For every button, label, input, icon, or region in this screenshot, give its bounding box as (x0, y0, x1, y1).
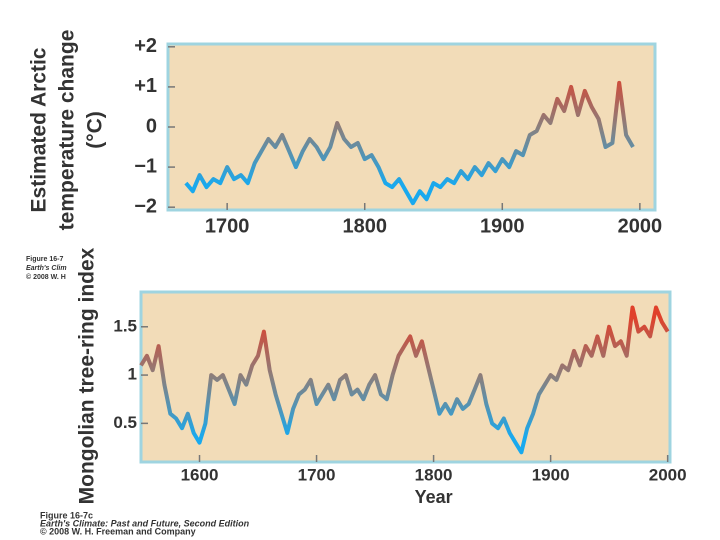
y-tick-label: 0 (146, 115, 157, 137)
y-tick-label: −1 (134, 155, 157, 177)
y-tick-label: 1.5 (113, 316, 137, 335)
y-tick-label: 1 (128, 365, 137, 384)
y-tick-label: +2 (134, 35, 157, 57)
caption: © 2008 W. H (26, 273, 66, 281)
y-axis-label: Estimated Arctic (28, 47, 51, 212)
x-tick-label: 1600 (181, 465, 219, 484)
caption: Earth's Clim (26, 265, 67, 272)
data-line (184, 80, 635, 206)
caption: Figure 16-7 (26, 256, 63, 263)
y-tick-label: +1 (134, 75, 157, 97)
x-tick-label: 2000 (649, 465, 687, 484)
x-axis-label: Year (415, 487, 453, 507)
y-tick-label: −2 (134, 195, 157, 217)
y-axis-label: Mongolian tree-ring index (76, 247, 99, 504)
x-tick-label: 1700 (205, 215, 250, 237)
x-tick-label: 1700 (298, 465, 336, 484)
plot-area (166, 42, 657, 212)
y-tick-label: 0.5 (113, 413, 137, 432)
caption: © 2008 W. H. Freeman and Company (40, 526, 196, 536)
x-tick-label: 2000 (618, 215, 663, 237)
plot-area (139, 290, 672, 464)
caption: Earth's Climate: Past and Future, Second… (40, 518, 250, 528)
data-line (139, 305, 670, 455)
x-tick-label: 1900 (480, 215, 525, 237)
x-tick-label: 1800 (342, 215, 387, 237)
caption: Figure 16-7c (40, 510, 93, 520)
x-tick-label: 1800 (415, 465, 453, 484)
y-axis-label: temperature change (56, 30, 79, 231)
x-tick-label: 1900 (532, 465, 570, 484)
y-axis-label: (°C) (84, 111, 107, 149)
